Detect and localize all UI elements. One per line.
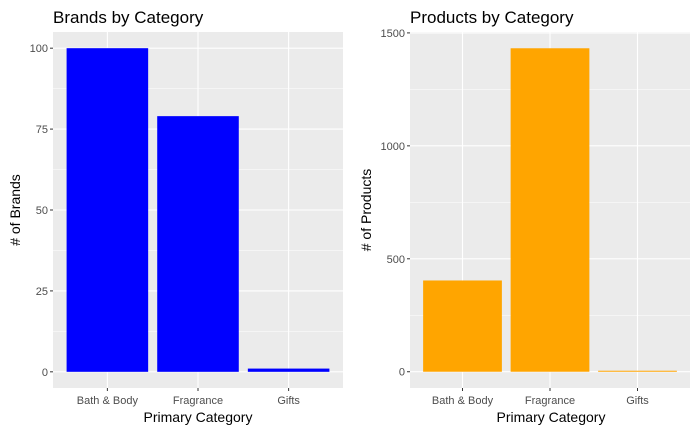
x-tick-label: Bath & Body bbox=[432, 395, 494, 407]
y-axis-title: # of Products bbox=[358, 169, 374, 252]
x-tick-label: Gifts bbox=[277, 395, 300, 407]
y-tick-label: 0 bbox=[399, 367, 405, 379]
bar bbox=[66, 48, 149, 372]
y-tick-label: 100 bbox=[30, 43, 48, 55]
plot-area bbox=[410, 32, 690, 388]
y-tick-label: 1500 bbox=[381, 28, 405, 40]
bar bbox=[510, 48, 590, 372]
y-tick-label: 500 bbox=[387, 254, 405, 266]
bar bbox=[423, 280, 502, 372]
plot-area bbox=[53, 32, 343, 388]
y-tick-label: 75 bbox=[36, 124, 48, 136]
y-tick-label: 50 bbox=[36, 205, 48, 217]
brands-chart: Brands by Category Primary Category # of… bbox=[7, 8, 343, 425]
y-tick-label: 1000 bbox=[381, 141, 405, 153]
y-tick-label: 25 bbox=[36, 286, 48, 298]
x-tick-label: Fragrance bbox=[173, 395, 223, 407]
x-tick-label: Bath & Body bbox=[77, 395, 139, 407]
x-tick-label: Fragrance bbox=[525, 395, 575, 407]
products-chart: Products by Category Primary Category # … bbox=[358, 8, 690, 425]
bar bbox=[247, 368, 330, 372]
y-axis-title: # of Brands bbox=[7, 174, 23, 246]
x-axis-title: Primary Category bbox=[144, 409, 253, 425]
bar bbox=[598, 370, 677, 372]
y-tick-label: 0 bbox=[42, 367, 48, 379]
x-axis-title: Primary Category bbox=[497, 409, 606, 425]
bar bbox=[157, 116, 239, 372]
chart-title: Brands by Category bbox=[53, 8, 204, 27]
x-tick-label: Gifts bbox=[626, 395, 649, 407]
chart-title: Products by Category bbox=[410, 8, 574, 27]
